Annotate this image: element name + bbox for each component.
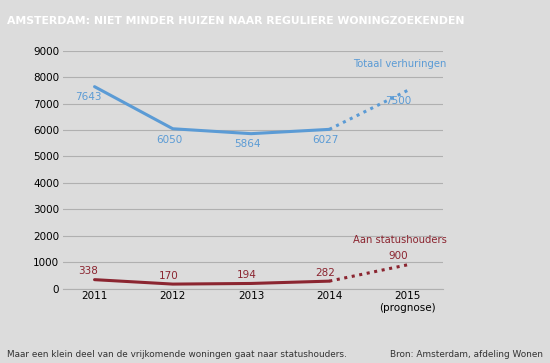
Text: 900: 900 <box>388 251 408 261</box>
Text: AMSTERDAM: NIET MINDER HUIZEN NAAR REGULIERE WONINGZOEKENDEN: AMSTERDAM: NIET MINDER HUIZEN NAAR REGUL… <box>7 16 464 26</box>
Text: 194: 194 <box>237 270 257 280</box>
Text: Bron: Amsterdam, afdeling Wonen: Bron: Amsterdam, afdeling Wonen <box>390 350 543 359</box>
Text: Aan statushouders: Aan statushouders <box>353 235 447 245</box>
Text: 282: 282 <box>316 268 336 278</box>
Text: 7643: 7643 <box>75 93 102 102</box>
Text: Maar een klein deel van de vrijkomende woningen gaat naar statushouders.: Maar een klein deel van de vrijkomende w… <box>7 350 346 359</box>
Text: 7500: 7500 <box>385 96 411 106</box>
Text: 5864: 5864 <box>234 139 260 150</box>
Text: 170: 170 <box>159 271 179 281</box>
Text: 6027: 6027 <box>312 135 339 145</box>
Text: Totaal verhuringen: Totaal verhuringen <box>353 59 447 69</box>
Text: 338: 338 <box>78 266 98 276</box>
Text: 6050: 6050 <box>156 135 182 144</box>
